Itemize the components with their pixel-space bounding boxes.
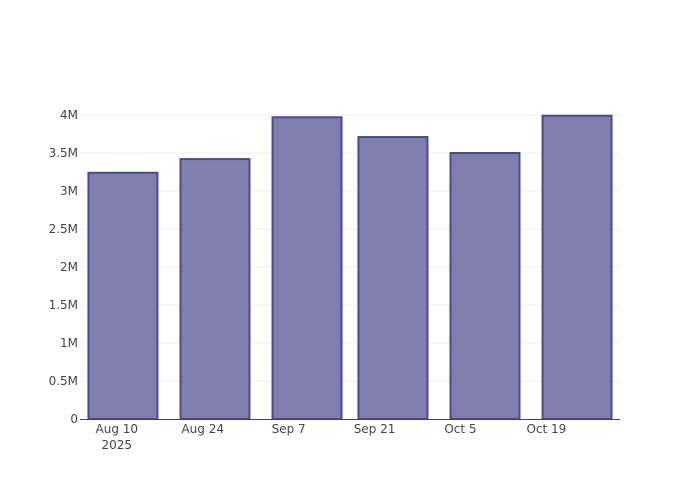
y-axis-ticks: 0 0.5M 1M 1.5M 2M 2.5M 3M 3.5M 4M <box>49 108 78 426</box>
y-tick-label: 1.5M <box>49 298 78 312</box>
x-tick-label: Sep 21 <box>354 422 396 436</box>
bar[interactable] <box>541 114 613 420</box>
bar[interactable] <box>449 152 521 420</box>
bars <box>87 114 613 421</box>
y-tick-label: 2M <box>60 260 78 274</box>
x-tick-label: Aug 24 <box>181 422 224 436</box>
x-tick-label: Sep 7 <box>272 422 306 436</box>
x-tick-label: Oct 5 <box>444 422 476 436</box>
bar[interactable] <box>87 171 159 420</box>
x-tick-sublabel: 2025 <box>102 438 133 452</box>
x-tick-label: Aug 10 <box>96 422 139 436</box>
bar[interactable] <box>357 136 429 420</box>
bar[interactable] <box>179 158 251 421</box>
x-axis-ticks: Aug 10 2025 Aug 24 Sep 7 Sep 21 Oct 5 Oct 19 <box>96 422 567 452</box>
bar[interactable] <box>271 116 343 420</box>
x-tick-label: Oct 19 <box>526 422 566 436</box>
y-tick-label: 4M <box>60 108 78 122</box>
y-tick-label: 3.5M <box>49 146 78 160</box>
gridlines <box>80 114 620 382</box>
y-tick-label: 3M <box>60 184 78 198</box>
y-tick-label: 1M <box>60 336 78 350</box>
y-tick-label: 0.5M <box>49 374 78 388</box>
y-tick-label: 0 <box>70 412 78 426</box>
y-tick-label: 2.5M <box>49 222 78 236</box>
